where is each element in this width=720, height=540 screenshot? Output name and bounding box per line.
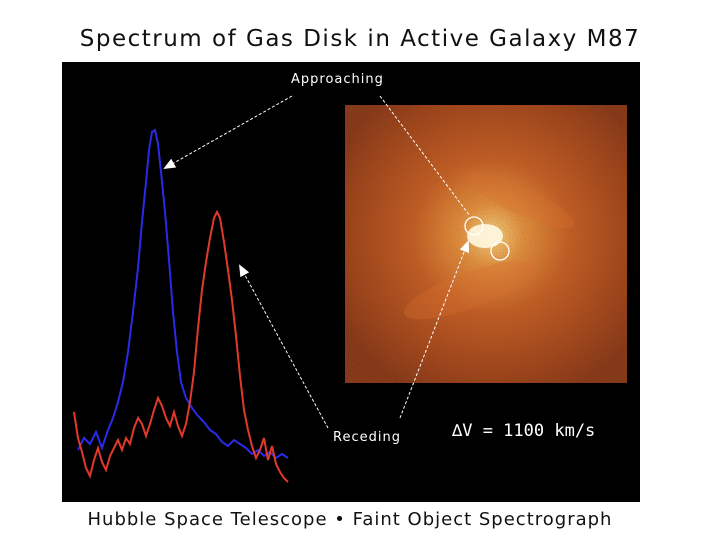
galaxy-image <box>345 105 627 383</box>
receding-spectrum-line <box>73 209 289 483</box>
page-title: Spectrum of Gas Disk in Active Galaxy M8… <box>79 26 641 52</box>
receding-arrow-to-image <box>399 240 470 419</box>
approaching-aperture <box>464 216 484 236</box>
approaching-spectrum-line <box>77 128 289 460</box>
velocity-difference-label: ∆V = 1100 km/s <box>452 421 596 441</box>
approaching-arrow-to-image <box>379 95 471 217</box>
receding-arrow-to-spectrum <box>239 264 329 429</box>
approaching-arrow-to-spectrum <box>163 95 293 169</box>
receding-label: Receding <box>333 430 401 445</box>
approaching-label: Approaching <box>291 72 384 87</box>
receding-aperture <box>490 241 510 261</box>
footer-credit: Hubble Space Telescope • Faint Object Sp… <box>87 509 613 530</box>
